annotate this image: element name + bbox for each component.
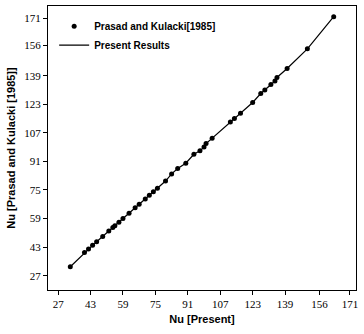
svg-text:75: 75 [150, 298, 162, 310]
svg-text:Present Results: Present Results [94, 40, 170, 51]
svg-text:27: 27 [30, 270, 42, 282]
svg-text:91: 91 [30, 155, 41, 167]
svg-text:27: 27 [53, 298, 65, 310]
svg-text:Nu [Prasad and Kulacki [1985]]: Nu [Prasad and Kulacki [1985]] [5, 67, 17, 229]
svg-text:171: 171 [24, 12, 41, 24]
svg-text:156: 156 [24, 39, 41, 51]
svg-text:107: 107 [24, 127, 41, 139]
svg-text:Nu [Present]: Nu [Present] [169, 313, 235, 325]
svg-text:43: 43 [30, 241, 42, 253]
svg-text:107: 107 [212, 298, 229, 310]
svg-text:59: 59 [117, 298, 129, 310]
svg-text:43: 43 [85, 298, 97, 310]
svg-text:59: 59 [30, 212, 42, 224]
svg-text:139: 139 [24, 70, 41, 82]
svg-text:91: 91 [182, 298, 193, 310]
svg-text:156: 156 [311, 298, 328, 310]
svg-text:123: 123 [24, 98, 41, 110]
svg-text:171: 171 [342, 298, 359, 310]
svg-text:Prasad and Kulacki[1985]: Prasad and Kulacki[1985] [94, 21, 215, 32]
svg-text:139: 139 [277, 298, 294, 310]
svg-text:75: 75 [30, 184, 42, 196]
svg-text:123: 123 [244, 298, 261, 310]
